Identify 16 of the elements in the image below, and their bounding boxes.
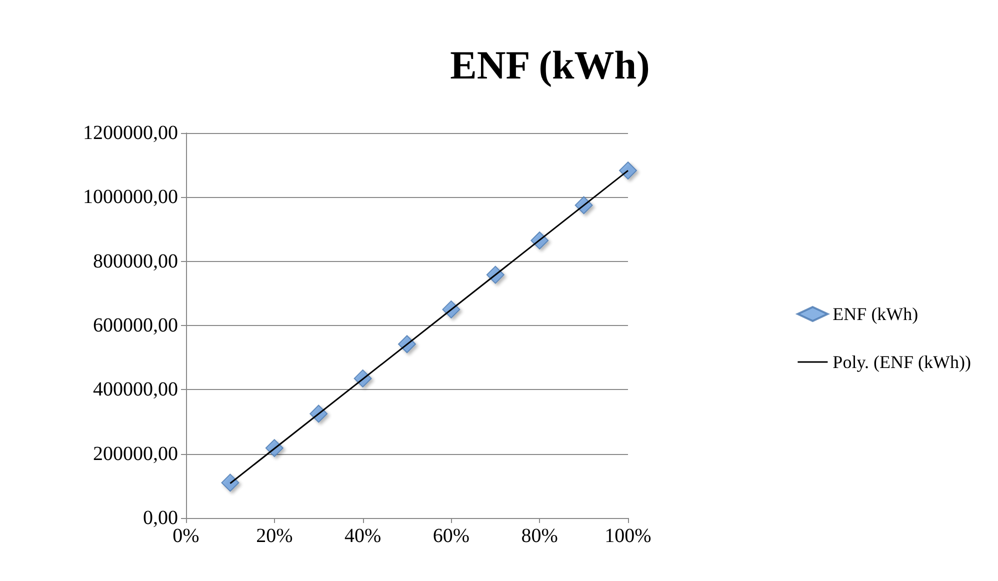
chart-title: ENF (kWh): [450, 42, 650, 88]
y-tick-label: 400000,00: [93, 378, 178, 401]
y-tick-label: 200000,00: [93, 442, 178, 465]
y-tick-label: 600000,00: [93, 314, 178, 336]
x-tick-label: 100%: [604, 525, 652, 547]
x-tick-label: 20%: [256, 525, 293, 547]
point: [619, 162, 637, 180]
x-tick-label: 40%: [344, 525, 382, 547]
x-tick-label: 80%: [521, 525, 558, 547]
legend-label: ENF (kWh): [832, 304, 918, 324]
point: [221, 474, 240, 492]
x-tick-label: 60%: [432, 525, 470, 547]
legend-label: Poly. (ENF (kWh)): [832, 352, 972, 372]
y-tick-label: 800000,00: [93, 250, 178, 272]
y-tick-label: 1200000,00: [83, 122, 178, 144]
y-tick-label: 1000000,00: [83, 186, 178, 208]
